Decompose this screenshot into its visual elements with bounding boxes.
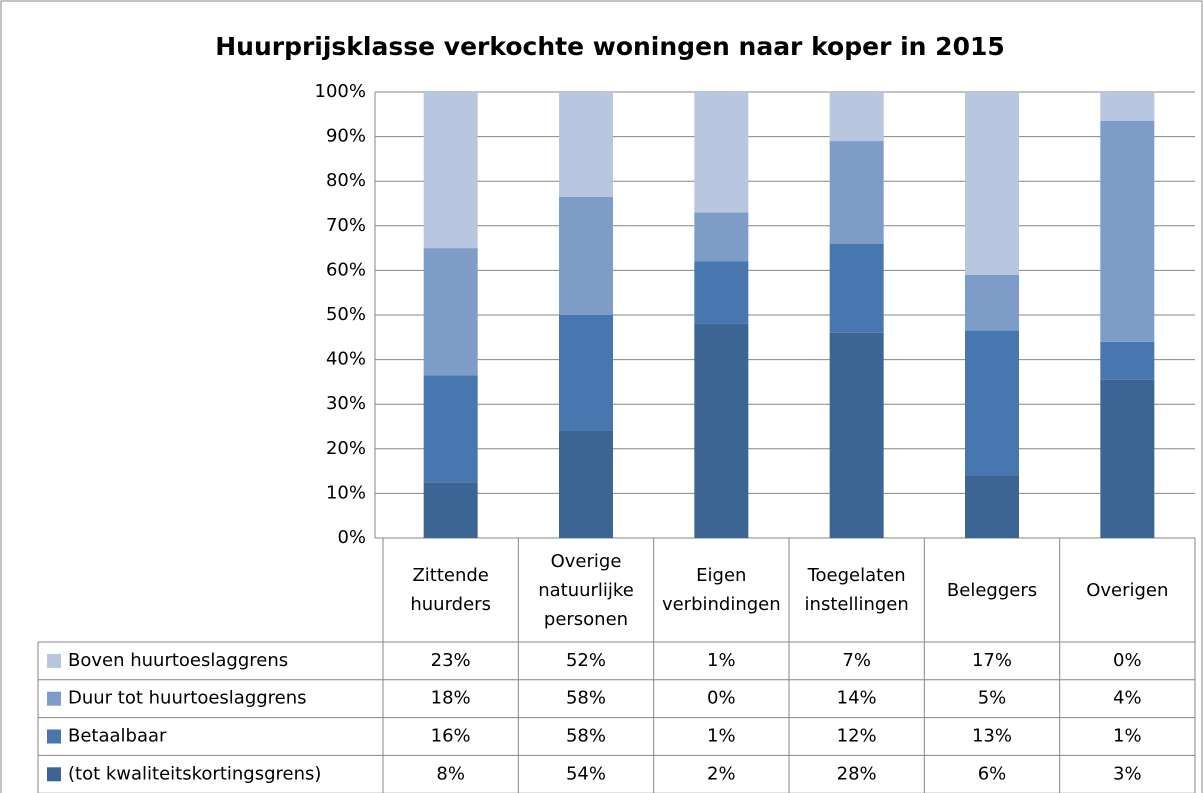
- category-cell: Beleggers: [946, 579, 1038, 601]
- bar-segment: [1100, 379, 1155, 538]
- category-cell: Eigen verbindingen: [661, 565, 781, 615]
- bar-segment: [559, 92, 613, 197]
- bar-segment: [559, 315, 613, 431]
- table-value: 7%: [842, 650, 871, 671]
- bar-segment: [694, 261, 749, 324]
- x-tick-label: Overigen: [1086, 579, 1169, 601]
- table-value: 18%: [431, 688, 471, 709]
- category-cell: Overigen: [1086, 579, 1169, 601]
- table-value: 5%: [978, 688, 1007, 709]
- table-value: 54%: [566, 763, 606, 784]
- x-tick-label: Beleggers: [946, 579, 1038, 601]
- bar-segment: [694, 212, 749, 262]
- table-value: 0%: [707, 688, 736, 709]
- table-value: 2%: [707, 763, 736, 784]
- bar-segment: [423, 92, 478, 249]
- table-value: 3%: [1113, 763, 1142, 784]
- y-tick-label: 100%: [315, 81, 366, 102]
- bar-segment: [694, 323, 749, 538]
- table-value: 8%: [436, 763, 465, 784]
- y-tick-label: 30%: [326, 393, 366, 414]
- table-value: 17%: [972, 650, 1012, 671]
- legend-label: Duur tot huurtoeslaggrens: [68, 688, 307, 709]
- legend-label: Betaalbaar: [68, 726, 167, 747]
- bar-segment: [965, 92, 1019, 275]
- table-value: 58%: [566, 726, 606, 747]
- table-value: 13%: [972, 726, 1012, 747]
- x-tick-label: Overige natuurlijke personen: [538, 550, 634, 630]
- table-value: 12%: [837, 726, 877, 747]
- legend-swatch: [47, 729, 61, 744]
- y-tick-label: 90%: [326, 126, 366, 147]
- y-tick-label: 80%: [326, 170, 366, 191]
- x-tick-label: Zittende huurders: [410, 565, 491, 615]
- chart-title: Huurprijsklasse verkochte woningen naar …: [215, 32, 1005, 61]
- x-tick-label: Toegelaten instellingen: [804, 565, 909, 615]
- bar-segment: [423, 248, 478, 376]
- table-value: 0%: [1113, 650, 1142, 671]
- table-value: 52%: [566, 650, 606, 671]
- y-tick-label: 20%: [326, 438, 366, 459]
- table-value: 1%: [1113, 726, 1142, 747]
- legend-label: (tot kwaliteitskortingsgrens): [68, 763, 321, 784]
- bar-segment: [965, 274, 1019, 331]
- legend-swatch: [47, 691, 61, 706]
- y-tick-label: 0%: [337, 527, 366, 548]
- bar-segment: [1100, 341, 1155, 380]
- legend-label: Boven huurtoeslaggrens: [68, 650, 288, 671]
- bar-segment: [829, 141, 884, 244]
- bar-segment: [829, 243, 884, 333]
- bar-segment: [423, 482, 478, 538]
- bar-segment: [1100, 120, 1155, 342]
- bar-segment: [829, 92, 884, 142]
- bar-segment: [423, 375, 478, 483]
- bar-segment: [694, 92, 749, 213]
- bar-segment: [1100, 92, 1155, 121]
- table-value: 23%: [431, 650, 471, 671]
- table-value: 58%: [566, 688, 606, 709]
- legend-swatch: [47, 767, 61, 782]
- category-cell: Zittende huurders: [410, 565, 491, 615]
- x-tick-label: Eigen verbindingen: [661, 565, 781, 615]
- bar-segment: [559, 430, 613, 538]
- y-tick-label: 70%: [326, 215, 366, 236]
- category-cell: Toegelaten instellingen: [804, 565, 909, 615]
- bar-segment: [829, 332, 884, 538]
- y-tick-label: 60%: [326, 259, 366, 280]
- bar-segment: [965, 330, 1019, 476]
- table-value: 28%: [837, 763, 877, 784]
- table-value: 1%: [707, 650, 736, 671]
- y-tick-label: 40%: [326, 349, 366, 370]
- bar-segment: [559, 196, 613, 315]
- y-tick-label: 50%: [326, 304, 366, 325]
- legend-swatch: [47, 653, 61, 668]
- category-cell: Overige natuurlijke personen: [538, 550, 634, 630]
- bar-segment: [965, 475, 1019, 538]
- table-value: 14%: [837, 688, 877, 709]
- y-tick-label: 10%: [326, 482, 366, 503]
- table-value: 4%: [1113, 688, 1142, 709]
- table-value: 1%: [707, 726, 736, 747]
- table-value: 16%: [431, 726, 471, 747]
- table-value: 6%: [978, 763, 1007, 784]
